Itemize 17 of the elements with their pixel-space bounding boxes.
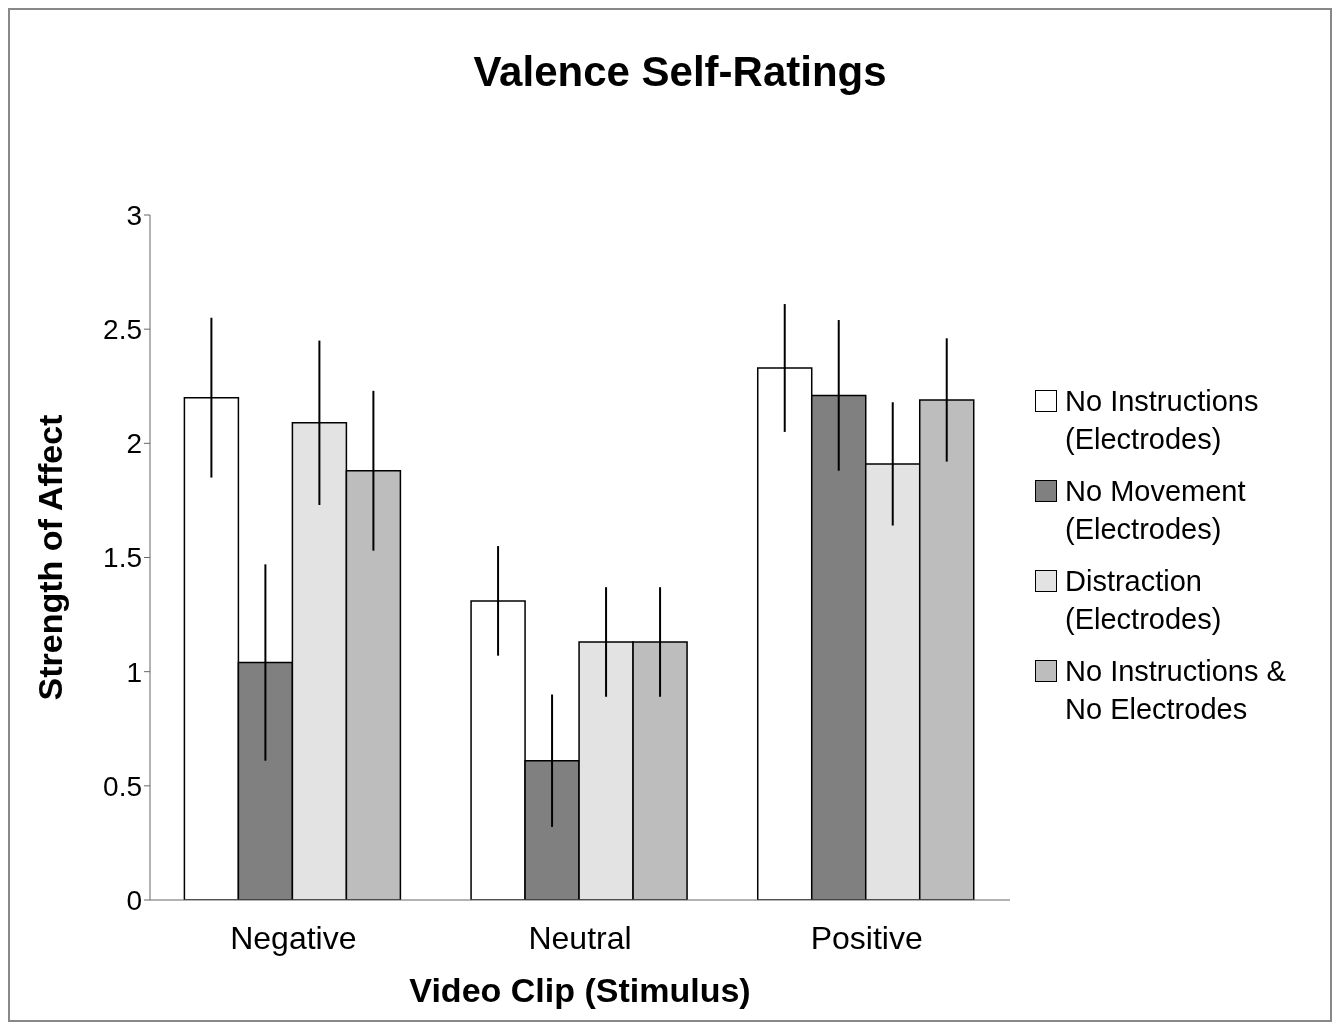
legend-label: No Instructions & No Electrodes [1065,654,1287,727]
legend-label: Distraction (Electrodes) [1065,564,1223,637]
x-tick-label: Negative [230,919,357,956]
y-tick-label: 3 [126,199,142,231]
x-tick-label: Positive [810,919,923,956]
x-axis-title: Video Clip (Stimulus) [409,971,751,1009]
x-tick-label: Neutral [528,919,632,956]
legend-label: No Movement (Electrodes) [1065,474,1247,547]
chart-title: Valence Self-Ratings [472,48,888,96]
y-tick-label: 1.5 [103,542,142,574]
y-tick-label: 1 [126,656,142,688]
y-tick-label: 2.5 [103,314,142,346]
legend-label: No Instructions (Electrodes) [1065,384,1260,457]
y-axis-title: Strength of Affect [31,414,70,701]
y-tick-label: 0 [126,884,142,916]
y-tick-label: 2 [126,428,142,460]
y-tick-label: 0.5 [103,770,142,802]
